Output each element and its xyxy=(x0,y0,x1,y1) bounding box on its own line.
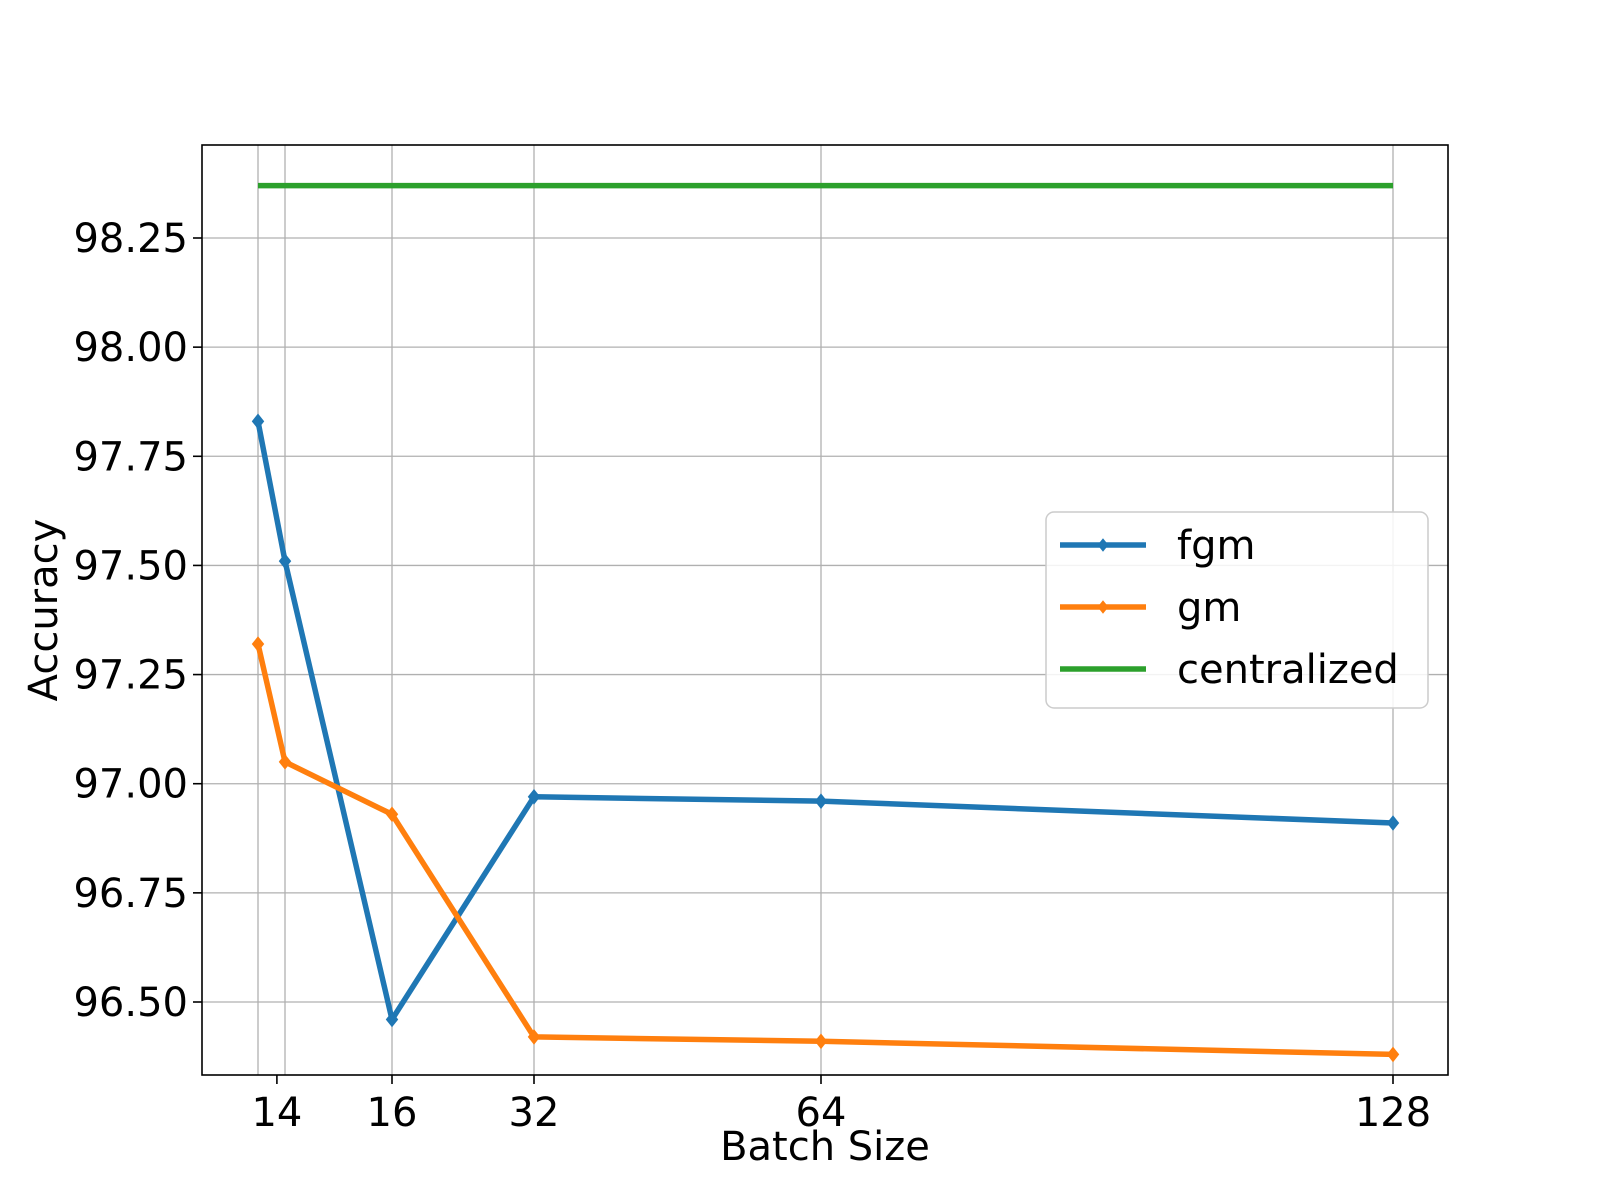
x-tick-label: 32 xyxy=(509,1090,560,1136)
legend: fgm gm centralized xyxy=(1045,511,1429,709)
series-group xyxy=(251,182,1400,1063)
series-line-gm xyxy=(255,643,1394,1058)
legend-marker-gm xyxy=(1097,600,1109,614)
data-point-gm xyxy=(814,1033,828,1050)
data-point-fgm xyxy=(527,789,541,805)
legend-marker-fgm xyxy=(1097,538,1109,552)
y-tick-label: 98.25 xyxy=(73,216,188,262)
data-point-gm xyxy=(527,1029,541,1045)
legend-label-gm: gm xyxy=(1177,585,1241,631)
data-point-fgm xyxy=(814,793,828,809)
y-tick-label: 98.00 xyxy=(73,325,188,371)
legend-label-centralized: centralized xyxy=(1177,647,1399,693)
x-tick-label: 16 xyxy=(367,1090,418,1136)
data-point-fgm xyxy=(385,1011,399,1028)
data-point-fgm xyxy=(278,553,292,569)
plot-frame xyxy=(201,144,1449,1076)
x-tick-label: 14 xyxy=(251,1090,302,1136)
series-line-fgm xyxy=(255,420,1394,1023)
x-tick-label: 64 xyxy=(796,1090,847,1136)
y-tick-label: 96.50 xyxy=(73,980,188,1026)
x-axis-title: Batch Size xyxy=(720,1124,930,1170)
legend-box xyxy=(1045,511,1429,709)
y-tick-label: 97.75 xyxy=(73,434,188,480)
axis-ticks: 14 16 32 64 128 96.50 96.75 97.00 97.25 97.50 97.7… xyxy=(73,216,1431,1136)
data-point-fgm xyxy=(251,413,265,430)
data-point-fgm xyxy=(1386,815,1400,831)
legend-label-fgm: fgm xyxy=(1177,523,1255,569)
data-point-gm xyxy=(385,806,399,823)
y-axis-title: Accuracy xyxy=(21,519,67,702)
y-tick-label: 97.50 xyxy=(73,543,188,589)
y-tick-label: 97.00 xyxy=(73,762,188,808)
data-point-gm xyxy=(278,754,292,770)
x-tick-label: 128 xyxy=(1355,1090,1431,1136)
y-tick-label: 97.25 xyxy=(73,653,188,699)
y-tick-label: 96.75 xyxy=(73,871,188,917)
data-point-gm xyxy=(1386,1046,1400,1063)
data-point-gm xyxy=(251,636,265,652)
